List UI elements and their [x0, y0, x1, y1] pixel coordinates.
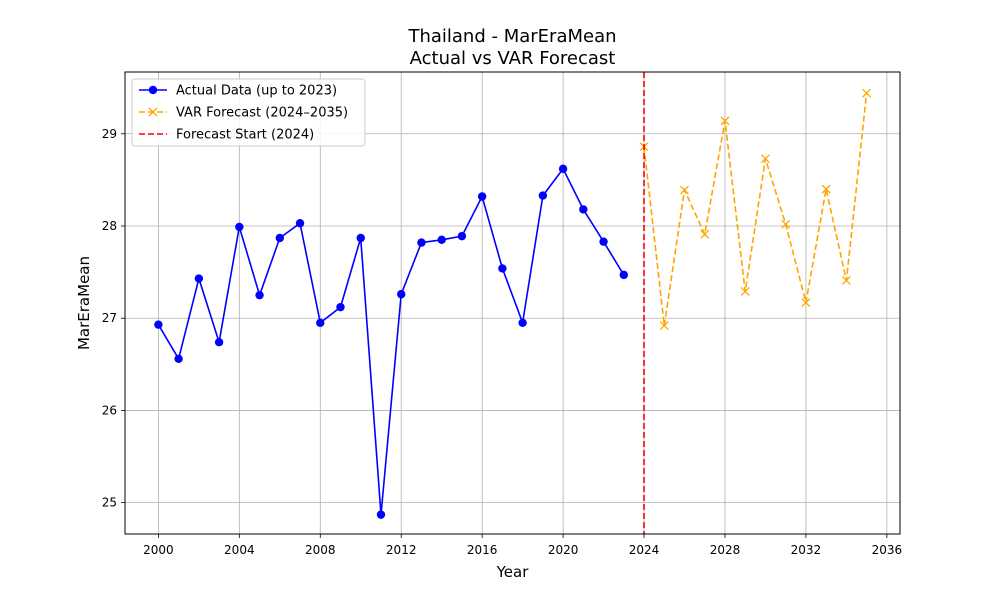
chart-subtitle: Actual vs VAR Forecast — [410, 48, 616, 69]
actual-data-point — [619, 270, 628, 280]
actual-data-point — [397, 290, 406, 299]
actual-data-point — [174, 354, 183, 363]
legend-swatch-marker — [148, 107, 158, 117]
actual-data-point — [579, 205, 588, 214]
x-tick-label: 2008 — [305, 543, 336, 557]
actual-data-point — [477, 192, 487, 201]
var-forecast-point — [760, 154, 770, 164]
var-forecast-point — [659, 321, 669, 331]
y-tick-label: 26 — [102, 403, 117, 417]
y-tick-label: 27 — [102, 311, 117, 325]
grid — [125, 72, 900, 534]
x-tick-label: 2012 — [386, 543, 417, 557]
var-forecast-point — [841, 275, 851, 285]
actual-data-point — [235, 222, 244, 232]
actual-data-point — [214, 337, 224, 347]
actual-data-line — [157, 167, 625, 515]
legend: Actual Data (up to 2023) VAR Forecast (20… — [131, 78, 366, 147]
legend-label: Forecast Start (2024) — [176, 128, 314, 143]
legend-label: VAR Forecast (2024–2035) — [176, 106, 348, 121]
actual-data-point — [457, 231, 467, 241]
actual-data-point — [558, 164, 568, 174]
x-tick-label: 2028 — [710, 543, 741, 557]
y-tick-label: 29 — [102, 127, 117, 141]
plot-series — [154, 88, 872, 519]
y-tick-label: 25 — [102, 496, 117, 510]
legend-swatch-marker — [148, 85, 158, 95]
actual-data-point — [417, 238, 426, 247]
var-forecast-point — [801, 298, 811, 307]
actual-data-point — [356, 233, 365, 243]
y-axis-label: MarEraMean — [75, 256, 93, 350]
var-forecast-point — [720, 116, 730, 126]
actual-data-point — [275, 233, 284, 243]
x-tick-label: 2000 — [143, 543, 174, 557]
actual-data-point — [599, 237, 608, 246]
legend-box — [131, 78, 366, 147]
x-tick-label: 2036 — [872, 543, 903, 557]
actual-data-point — [154, 320, 163, 329]
x-tick-label: 2032 — [791, 543, 822, 557]
legend-items: Actual Data (up to 2023) VAR Forecast (20… — [139, 84, 348, 143]
var-forecast-point — [680, 185, 689, 195]
actual-data-point — [255, 290, 264, 300]
var-forecast-line — [643, 93, 868, 326]
actual-data-point — [295, 219, 305, 228]
actual-data-point — [538, 191, 548, 200]
actual-data-point — [194, 274, 204, 283]
actual-data-point — [437, 235, 446, 245]
actual-data-point — [498, 264, 507, 273]
x-axis-label: Year — [496, 563, 530, 581]
actual-data-point — [376, 510, 386, 519]
y-tick-label: 28 — [102, 219, 117, 233]
actual-data-point — [518, 318, 527, 328]
var-forecast-point — [862, 88, 872, 98]
var-forecast-point — [781, 219, 791, 229]
x-tick-label: 2020 — [548, 543, 579, 557]
chart-title: Thailand - MarEraMean — [407, 26, 616, 47]
var-forecast-point — [700, 229, 710, 239]
actual-data-point — [316, 318, 325, 328]
legend-label: Actual Data (up to 2023) — [176, 84, 337, 99]
x-tick-label: 2004 — [224, 543, 255, 557]
plot-area-frame — [124, 71, 901, 535]
var-forecast-point — [740, 287, 750, 296]
actual-data-point — [336, 302, 345, 312]
x-tick-label: 2024 — [629, 543, 660, 557]
var-forecast-point — [821, 184, 831, 194]
x-tick-label: 2016 — [467, 543, 498, 557]
axis-ticks: 2000 2004 2008 2012 2016 2020 2024 2028 2032 2036… — [102, 127, 902, 557]
